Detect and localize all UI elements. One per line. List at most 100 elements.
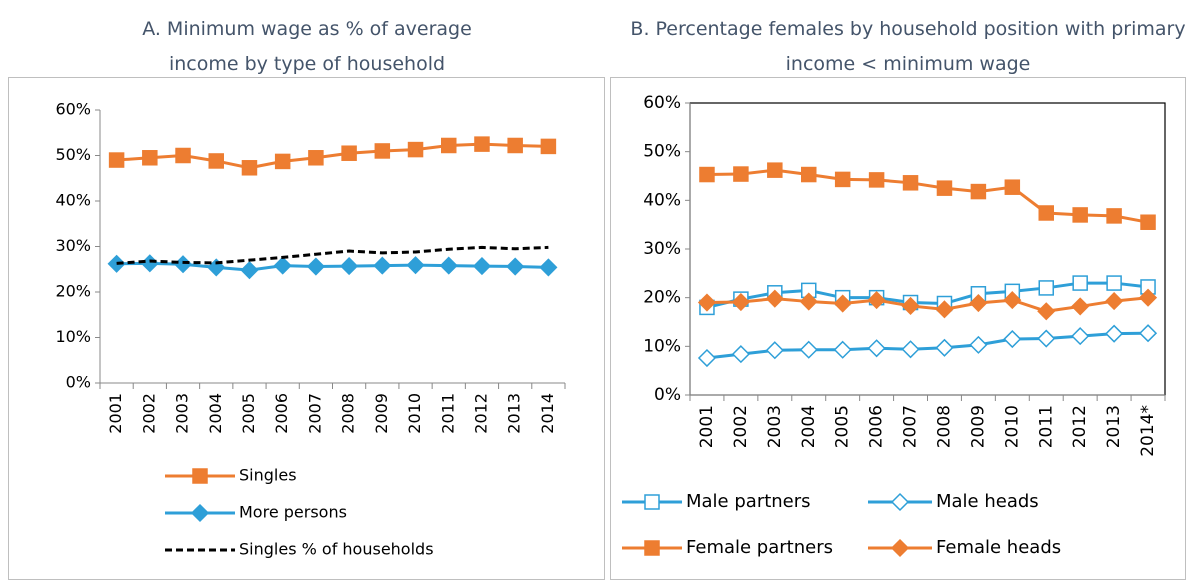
y-tick-label: 20% bbox=[643, 288, 681, 308]
x-tick-label: 2011 bbox=[438, 393, 457, 434]
legend-marker bbox=[192, 468, 208, 484]
x-tick-label: 2005 bbox=[833, 405, 853, 448]
x-tick-label: 2006 bbox=[867, 405, 887, 448]
legend-label: Female partners bbox=[686, 537, 833, 558]
marker bbox=[1038, 205, 1054, 221]
marker bbox=[731, 345, 750, 364]
x-tick-label: 2004 bbox=[799, 405, 819, 448]
x-tick-label: 2010 bbox=[1002, 405, 1022, 448]
legend-label: Male heads bbox=[936, 491, 1039, 512]
legend-marker bbox=[190, 503, 210, 523]
x-tick-label: 2011 bbox=[1036, 405, 1056, 448]
marker bbox=[1072, 275, 1088, 291]
marker bbox=[1106, 208, 1122, 224]
marker bbox=[240, 261, 259, 280]
marker bbox=[507, 137, 523, 154]
marker bbox=[474, 136, 490, 152]
x-tick-label: 2014 bbox=[538, 393, 557, 434]
x-tick-label: 2007 bbox=[305, 393, 324, 434]
marker bbox=[834, 171, 851, 188]
marker bbox=[539, 258, 558, 277]
legend-label: More persons bbox=[239, 503, 347, 522]
marker bbox=[1072, 207, 1088, 223]
y-tick-label: 0% bbox=[66, 373, 91, 392]
marker bbox=[341, 145, 357, 161]
marker bbox=[867, 339, 886, 358]
marker bbox=[175, 147, 191, 164]
marker bbox=[901, 340, 920, 359]
marker bbox=[506, 257, 525, 276]
marker bbox=[1071, 327, 1090, 346]
x-tick-label: 2008 bbox=[339, 393, 358, 434]
y-tick-label: 50% bbox=[643, 142, 681, 162]
x-tick-label: 2005 bbox=[239, 393, 258, 434]
marker bbox=[833, 294, 852, 313]
marker bbox=[699, 166, 715, 183]
y-tick-label: 20% bbox=[55, 282, 91, 301]
marker bbox=[140, 254, 159, 273]
marker bbox=[733, 166, 749, 182]
chart-title: B. Percentage females by household posit… bbox=[630, 18, 1186, 75]
x-tick-label: 2007 bbox=[901, 405, 921, 448]
x-tick-label: 2010 bbox=[405, 393, 424, 434]
marker bbox=[274, 153, 291, 170]
x-tick-label: 2002 bbox=[731, 405, 751, 448]
marker bbox=[1140, 214, 1156, 230]
marker bbox=[374, 143, 391, 159]
marker bbox=[273, 256, 292, 275]
legend-marker bbox=[644, 540, 660, 556]
marker bbox=[441, 137, 457, 154]
marker bbox=[1105, 292, 1124, 311]
marker bbox=[801, 166, 817, 183]
marker bbox=[373, 256, 392, 275]
marker bbox=[1004, 179, 1021, 195]
marker bbox=[901, 296, 920, 316]
y-tick-label: 10% bbox=[643, 336, 681, 356]
marker bbox=[867, 291, 886, 310]
marker bbox=[1038, 280, 1054, 296]
marker bbox=[439, 256, 458, 275]
x-tick-label: 2013 bbox=[1104, 405, 1124, 448]
marker bbox=[697, 348, 717, 368]
marker bbox=[969, 335, 988, 354]
x-tick-label: 2003 bbox=[765, 405, 785, 448]
series-line bbox=[116, 245, 549, 265]
x-tick-label: 2009 bbox=[968, 405, 988, 448]
y-tick-label: 40% bbox=[55, 191, 91, 210]
marker bbox=[799, 340, 818, 359]
marker bbox=[1105, 324, 1124, 343]
y-tick-label: 30% bbox=[643, 239, 681, 259]
marker bbox=[1003, 291, 1022, 310]
x-tick-label: 2014* bbox=[1138, 405, 1158, 457]
y-tick-label: 0% bbox=[654, 385, 681, 405]
marker bbox=[969, 293, 988, 313]
y-tick-label: 50% bbox=[55, 145, 91, 164]
legend-label: Singles % of households bbox=[239, 540, 434, 559]
x-tick-label: 2012 bbox=[471, 393, 490, 434]
y-tick-label: 30% bbox=[55, 236, 91, 255]
x-tick-label: 2004 bbox=[206, 393, 225, 434]
marker bbox=[173, 255, 193, 274]
marker bbox=[308, 150, 324, 166]
y-tick-label: 40% bbox=[643, 190, 681, 210]
marker bbox=[799, 292, 818, 311]
marker bbox=[935, 300, 954, 319]
marker bbox=[902, 175, 919, 191]
marker bbox=[406, 256, 425, 275]
marker bbox=[306, 257, 325, 276]
marker bbox=[935, 338, 954, 357]
x-tick-label: 2003 bbox=[173, 393, 192, 434]
legend-marker bbox=[644, 494, 660, 510]
chart-title: A. Minimum wage as % of average income b… bbox=[142, 18, 472, 75]
x-tick-label: 2012 bbox=[1070, 405, 1090, 448]
y-tick-label: 10% bbox=[55, 327, 91, 346]
x-tick-label: 2008 bbox=[934, 405, 954, 448]
legend-marker bbox=[890, 538, 910, 558]
legend-label: Male partners bbox=[686, 491, 811, 512]
legend-label: Singles bbox=[239, 466, 297, 485]
marker bbox=[142, 150, 158, 166]
marker bbox=[936, 180, 953, 196]
x-tick-label: 2013 bbox=[505, 393, 524, 434]
